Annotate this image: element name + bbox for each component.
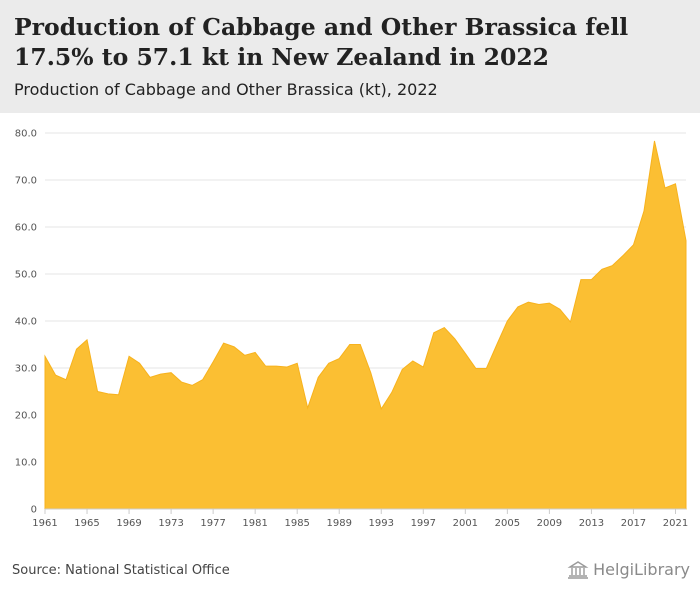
data-point [96, 390, 98, 392]
chart-subtitle: Production of Cabbage and Other Brassica… [14, 80, 438, 99]
data-point [149, 376, 151, 378]
data-point [412, 360, 414, 362]
data-point [180, 381, 182, 383]
data-point [86, 339, 88, 341]
x-tick-label: 1977 [200, 518, 225, 529]
data-point [664, 187, 666, 189]
data-point [170, 372, 172, 374]
x-tick-label: 1965 [74, 518, 99, 529]
data-point [632, 244, 634, 246]
data-point [128, 355, 130, 357]
data-point [359, 343, 361, 345]
y-tick-label: 50.0 [15, 270, 37, 281]
data-point [349, 343, 351, 345]
data-point [464, 352, 466, 354]
data-point [401, 368, 403, 370]
y-tick-label: 80.0 [15, 129, 37, 140]
x-tick-label: 1993 [369, 518, 394, 529]
x-tick-label: 2021 [663, 518, 688, 529]
data-point [548, 302, 550, 304]
data-point [107, 393, 109, 395]
data-point [138, 362, 140, 364]
data-point [285, 366, 287, 368]
data-point [380, 408, 382, 410]
area-series [44, 140, 687, 510]
x-tick-label: 2001 [453, 518, 478, 529]
x-tick-label: 2017 [621, 518, 646, 529]
data-point [506, 320, 508, 322]
data-point [538, 303, 540, 305]
data-point [275, 365, 277, 367]
data-point [338, 357, 340, 359]
y-tick-label: 30.0 [15, 364, 37, 375]
header-band [0, 0, 700, 113]
data-point [475, 367, 477, 369]
y-tick-label: 40.0 [15, 317, 37, 328]
data-point [622, 254, 624, 256]
data-point [243, 354, 245, 356]
data-point [485, 367, 487, 369]
data-point [517, 306, 519, 308]
x-tick-label: 1981 [242, 518, 267, 529]
data-point [674, 183, 676, 185]
library-building-icon [567, 560, 589, 579]
data-point [75, 348, 77, 350]
chart-title: Production of Cabbage and Other Brassica… [14, 13, 629, 71]
data-point [443, 326, 445, 328]
data-point [653, 140, 655, 142]
data-point [264, 365, 266, 367]
x-tick-label: 2009 [537, 518, 562, 529]
y-tick-label: 60.0 [15, 223, 37, 234]
data-point [54, 374, 56, 376]
data-point [454, 338, 456, 340]
data-point [317, 376, 319, 378]
y-tick-label: 10.0 [15, 458, 37, 469]
helgi-library-logo[interactable]: HelgiLibrary [567, 560, 690, 579]
x-tick-label: 1989 [327, 518, 352, 529]
data-point [370, 372, 372, 374]
data-point [685, 239, 687, 241]
x-tick-label: 2005 [495, 518, 520, 529]
data-point [496, 343, 498, 345]
data-point [328, 362, 330, 364]
data-point [433, 332, 435, 334]
data-point [611, 264, 613, 266]
y-tick-label: 70.0 [15, 176, 37, 187]
x-tick-label: 1985 [284, 518, 309, 529]
data-point [580, 278, 582, 280]
data-point [212, 361, 214, 363]
data-point [569, 321, 571, 323]
data-point [391, 391, 393, 393]
data-point [191, 384, 193, 386]
x-tick-label: 2013 [579, 518, 604, 529]
data-point [307, 407, 309, 409]
data-point [201, 379, 203, 381]
data-point [422, 366, 424, 368]
data-point [590, 278, 592, 280]
data-point [117, 394, 119, 396]
data-point [44, 355, 46, 357]
data-point [601, 268, 603, 270]
data-point [527, 301, 529, 303]
x-tick-label: 1973 [158, 518, 183, 529]
data-point [233, 346, 235, 348]
area-chart: 0 10.0 20.0 30.0 40.0 50.0 60.0 70.0 80.0 1961 196… [15, 129, 688, 530]
y-tick-label: 20.0 [15, 411, 37, 422]
data-point [254, 351, 256, 353]
x-tick-label: 1961 [32, 518, 57, 529]
data-point [643, 210, 645, 212]
data-point [159, 373, 161, 375]
source-note: Source: National Statistical Office [12, 563, 230, 578]
y-tick-label: 0 [31, 505, 37, 516]
logo-text: HelgiLibrary [593, 560, 690, 579]
x-tick-label: 1997 [411, 518, 436, 529]
x-tick-label: 1969 [116, 518, 141, 529]
data-point [65, 379, 67, 381]
data-point [296, 362, 298, 364]
data-point [222, 342, 224, 344]
data-point [559, 308, 561, 310]
